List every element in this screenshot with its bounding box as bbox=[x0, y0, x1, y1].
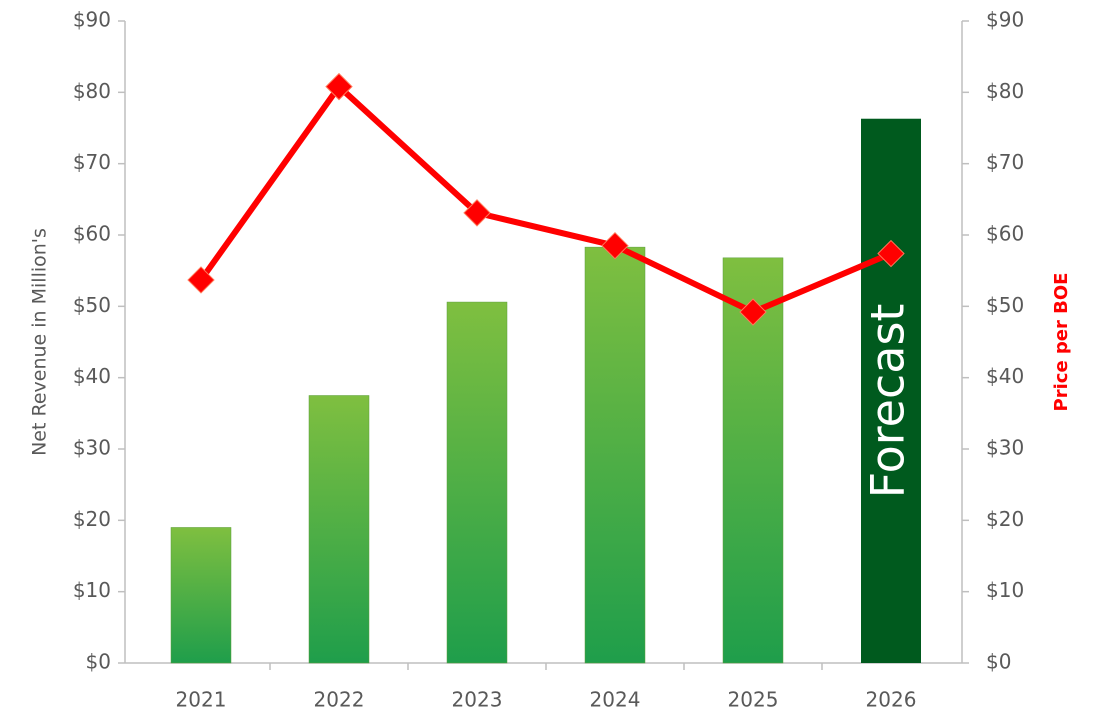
y2-tick-label: $70 bbox=[986, 150, 1024, 174]
y2-tick-label: $0 bbox=[986, 650, 1011, 674]
y2-tick-label: $80 bbox=[986, 79, 1024, 103]
y-tick-label: $80 bbox=[73, 79, 111, 103]
y2-tick-label: $10 bbox=[986, 578, 1024, 602]
annotation: Forecast bbox=[861, 304, 915, 499]
y2-tick-label: $40 bbox=[986, 364, 1024, 388]
y-tick-label: $40 bbox=[73, 364, 111, 388]
x-tick-label: 2026 bbox=[866, 688, 917, 712]
bar bbox=[170, 527, 232, 664]
y-tick-label: $20 bbox=[73, 507, 111, 531]
line-marker bbox=[739, 298, 767, 326]
x-tick-label: 2024 bbox=[590, 688, 641, 712]
y2-axis-label: Price per BOE bbox=[1051, 273, 1072, 412]
line-marker bbox=[325, 72, 353, 101]
y-axis-label: Net Revenue in Million's bbox=[29, 228, 51, 456]
line-marker bbox=[463, 199, 491, 227]
y-tick-label: $10 bbox=[73, 578, 111, 602]
bar bbox=[446, 301, 508, 664]
y-tick-label: $50 bbox=[73, 293, 111, 317]
y-tick-label: $60 bbox=[73, 222, 111, 246]
y-tick-label: $90 bbox=[73, 8, 111, 32]
y2-tick-label: $50 bbox=[986, 293, 1024, 317]
bar bbox=[584, 246, 646, 664]
x-tick-label: 2023 bbox=[452, 688, 503, 712]
y2-tick-label: $30 bbox=[986, 436, 1024, 460]
line-marker bbox=[877, 239, 905, 268]
x-tick-label: 2022 bbox=[314, 688, 365, 712]
y2-tick-label: $90 bbox=[986, 8, 1024, 32]
y2-tick-label: $20 bbox=[986, 507, 1024, 531]
line-marker bbox=[601, 231, 629, 260]
line-marker bbox=[187, 266, 215, 294]
y-tick-label: $0 bbox=[86, 650, 111, 674]
bar bbox=[308, 395, 370, 664]
y-tick-label: $70 bbox=[73, 150, 111, 174]
x-tick-label: 2025 bbox=[728, 688, 779, 712]
line bbox=[198, 83, 893, 316]
bar bbox=[861, 118, 921, 663]
y-tick-label: $30 bbox=[73, 436, 111, 460]
x-tick-label: 2021 bbox=[176, 688, 227, 712]
y2-tick-label: $60 bbox=[986, 222, 1024, 246]
